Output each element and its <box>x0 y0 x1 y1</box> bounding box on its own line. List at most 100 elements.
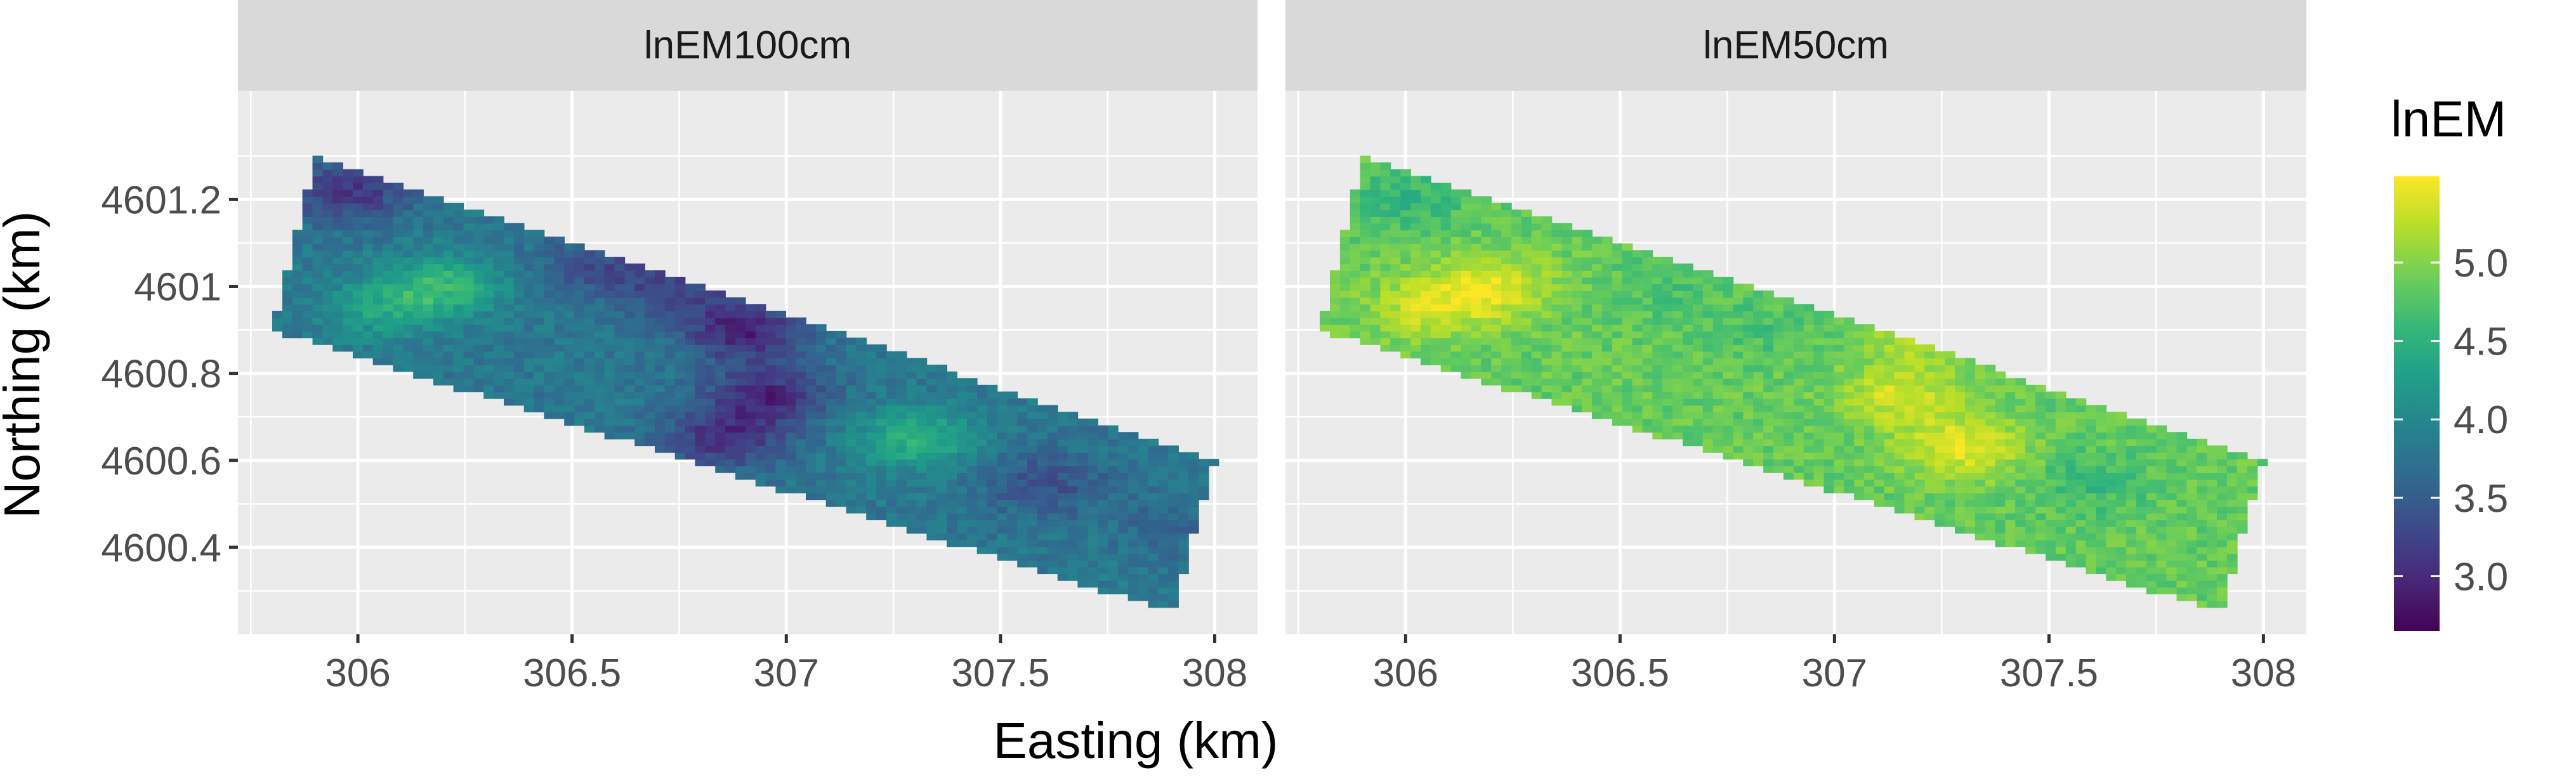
heatmap-cell <box>463 250 475 258</box>
heatmap-cell <box>1975 513 1986 521</box>
heatmap-cell <box>544 317 555 325</box>
heatmap-cell <box>866 492 877 500</box>
heatmap-cell <box>403 310 414 318</box>
heatmap-cell <box>403 297 414 305</box>
heatmap-cell <box>1108 526 1119 534</box>
heatmap-cell <box>1955 398 1966 406</box>
heatmap-cell <box>1148 566 1159 575</box>
y-axis-title: Northing (km) <box>0 211 50 519</box>
heatmap-cell <box>362 230 374 237</box>
heatmap-cell <box>2237 466 2248 473</box>
heatmap-cell <box>1813 459 1825 467</box>
heatmap-cell <box>1350 291 1361 298</box>
heatmap-cell <box>785 324 796 332</box>
heatmap-cell <box>2136 506 2147 514</box>
heatmap-cell <box>1662 378 1673 386</box>
heatmap-cell <box>1884 364 1895 372</box>
heatmap-cell <box>1047 412 1058 419</box>
heatmap-cell <box>715 391 726 399</box>
heatmap-cell <box>604 351 615 359</box>
heatmap-cell <box>825 337 837 345</box>
heatmap-cell <box>765 364 777 372</box>
heatmap-cell <box>1904 384 1916 393</box>
heatmap-cell <box>1450 337 1462 345</box>
heatmap-cell <box>2166 573 2178 581</box>
heatmap-cell <box>1894 337 1905 345</box>
heatmap-cell <box>1904 473 1916 480</box>
heatmap-cell <box>705 330 716 339</box>
heatmap-cell <box>2065 519 2077 527</box>
heatmap-cell <box>1683 391 1693 399</box>
heatmap-cell <box>806 351 817 359</box>
heatmap-cell <box>976 391 988 399</box>
heatmap-cell <box>1380 176 1391 183</box>
heatmap-cell <box>1844 384 1855 393</box>
heatmap-cell <box>1985 492 1996 500</box>
heatmap-cell <box>2237 519 2248 527</box>
heatmap-cell <box>604 263 615 271</box>
heatmap-cell <box>513 237 525 244</box>
heatmap-cell <box>2046 526 2056 534</box>
heatmap-cell <box>906 452 917 460</box>
heatmap-cell <box>1632 317 1643 325</box>
heatmap-cell <box>1007 425 1018 433</box>
heatmap-cell <box>312 317 324 325</box>
heatmap-cell <box>2035 432 2046 440</box>
heatmap-cell <box>1350 256 1361 264</box>
heatmap-cell <box>1390 223 1401 231</box>
heatmap-cell <box>966 445 978 453</box>
heatmap-cell <box>1380 330 1391 339</box>
heatmap-cell <box>634 284 645 291</box>
heatmap-cell <box>987 466 998 473</box>
heatmap-cell <box>2015 499 2026 507</box>
heatmap-cell <box>2156 492 2167 500</box>
heatmap-cell <box>584 304 595 311</box>
heatmap-cell <box>1874 364 1885 372</box>
heatmap-cell <box>1158 587 1169 594</box>
heatmap-cell <box>1390 304 1401 311</box>
heatmap-cell <box>343 176 353 183</box>
heatmap-cell <box>1612 310 1623 318</box>
heatmap-cell <box>1531 384 1542 393</box>
heatmap-cell <box>1803 344 1815 352</box>
heatmap-cell <box>494 230 504 237</box>
heatmap-cell <box>1138 526 1149 534</box>
heatmap-cell <box>765 459 777 467</box>
heatmap-cell <box>1531 358 1542 365</box>
heatmap-cell <box>1390 337 1401 345</box>
heatmap-cell <box>1077 553 1089 561</box>
heatmap-cell <box>815 344 827 352</box>
heatmap-cell <box>523 291 535 298</box>
heatmap-cell <box>866 378 877 386</box>
heatmap-cell <box>1834 452 1844 460</box>
heatmap-cell <box>2126 540 2137 547</box>
heatmap-cell <box>1793 337 1804 345</box>
heatmap-cell <box>1874 330 1885 339</box>
heatmap-cell <box>353 256 364 264</box>
heatmap-cell <box>312 209 324 217</box>
heatmap-cell <box>1894 486 1905 493</box>
heatmap-cell <box>1914 391 1926 399</box>
heatmap-cell <box>705 358 716 365</box>
heatmap-cell <box>796 391 806 399</box>
heatmap-cell <box>1561 256 1573 264</box>
heatmap-cell <box>1884 459 1895 467</box>
heatmap-cell <box>2136 580 2147 588</box>
heatmap-cell <box>1471 364 1482 372</box>
heatmap-cell <box>1017 479 1028 486</box>
heatmap-cell <box>443 378 454 386</box>
heatmap-cell <box>494 317 504 325</box>
heatmap-cell <box>674 445 686 453</box>
heatmap-cell <box>886 506 897 514</box>
heatmap-cell <box>806 384 817 393</box>
heatmap-cell <box>1521 250 1532 258</box>
heatmap-cell <box>1380 209 1391 217</box>
heatmap-cell <box>1672 358 1683 365</box>
heatmap-cell <box>513 358 525 365</box>
heatmap-cell <box>1360 310 1371 318</box>
heatmap-cell <box>1561 230 1573 237</box>
heatmap-cell <box>1935 519 1945 527</box>
heatmap-cell <box>715 412 726 419</box>
heatmap-cell <box>564 310 575 318</box>
heatmap-cell <box>674 398 686 406</box>
